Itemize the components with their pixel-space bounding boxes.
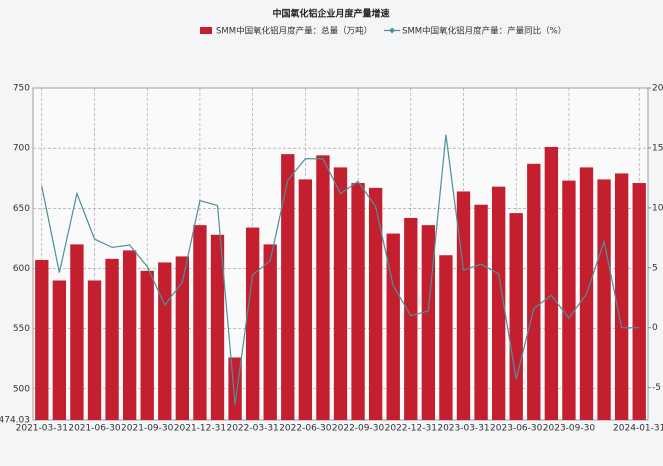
y-tick-label: 650 (13, 204, 30, 214)
y-tick-label: 600 (13, 264, 30, 274)
bar (52, 280, 67, 420)
legend-label: SMM中国氧化铝月度产量：总量（万吨） (216, 26, 372, 37)
legend: SMM中国氧化铝月度产量：总量（万吨） SMM中国氧化铝月度产量：产量同比（%） (200, 26, 566, 37)
bar (421, 225, 436, 420)
x-tick-label: 2023-06-30 (490, 424, 543, 434)
bar (316, 155, 330, 421)
bar (456, 191, 471, 420)
bar (210, 234, 225, 420)
x-tick-label: 2023-09-30 (543, 424, 596, 434)
bar (544, 146, 559, 421)
line (41, 134, 640, 405)
y-tick-label: 700 (13, 144, 30, 154)
bar (105, 258, 119, 420)
legend-marker (389, 27, 396, 34)
bar (614, 173, 629, 420)
x-tick-label: 2022-12-31 (385, 424, 437, 434)
bar (175, 256, 190, 420)
bar (245, 227, 260, 420)
bar (333, 167, 348, 420)
bar (386, 233, 400, 420)
x-tick-label: 2024-01-31 (613, 424, 663, 434)
y2-tick-label: 20 (652, 84, 663, 94)
bar (122, 250, 137, 420)
x-tick-label: 2022-09-30 (332, 424, 385, 434)
bar (527, 163, 541, 421)
bar (87, 280, 102, 420)
bar (193, 225, 207, 420)
bar (491, 186, 506, 420)
x-tick-label: 2022-03-31 (226, 424, 278, 434)
bar (263, 244, 277, 420)
x-tick-label: 2021-06-30 (68, 424, 121, 434)
y-tick-label: 550 (13, 324, 30, 334)
y-tick-label: 750 (13, 84, 30, 94)
bar (140, 270, 154, 420)
y2-tick-label: 15 (652, 143, 663, 153)
y-tick-label: 500 (13, 384, 30, 394)
bar (35, 260, 49, 420)
x-tick-label: 2021-09-30 (121, 424, 174, 434)
bar (509, 213, 523, 420)
bar (298, 179, 313, 420)
y2-tick-label: 5 (652, 263, 658, 273)
bar (474, 204, 488, 420)
bar (158, 262, 172, 420)
bar (70, 244, 84, 420)
x-tick-label: 2023-03-31 (437, 424, 489, 434)
bar (562, 180, 576, 420)
y2-tick-label: -5 (652, 383, 661, 393)
x-tick-label: 2021-03-31 (16, 424, 68, 434)
x-tick-label: 2022-06-30 (279, 424, 332, 434)
bar (404, 217, 418, 420)
bar (281, 154, 295, 420)
legend-label: SMM中国氧化铝月度产量：产量同比（%） (402, 26, 566, 37)
bar (632, 183, 646, 420)
chart-title: 中国氧化铝企业月度产量增速 (272, 8, 389, 20)
bar (597, 179, 611, 420)
y2-tick-label: 0 (652, 323, 658, 333)
bar (439, 255, 453, 420)
bar (368, 187, 383, 420)
y2-tick-label: 10 (652, 203, 663, 213)
x-tick-label: 2021-12-31 (174, 424, 226, 434)
bar (351, 183, 365, 420)
y-tick-label: 474.03 (0, 416, 30, 426)
legend-swatch (200, 27, 212, 34)
